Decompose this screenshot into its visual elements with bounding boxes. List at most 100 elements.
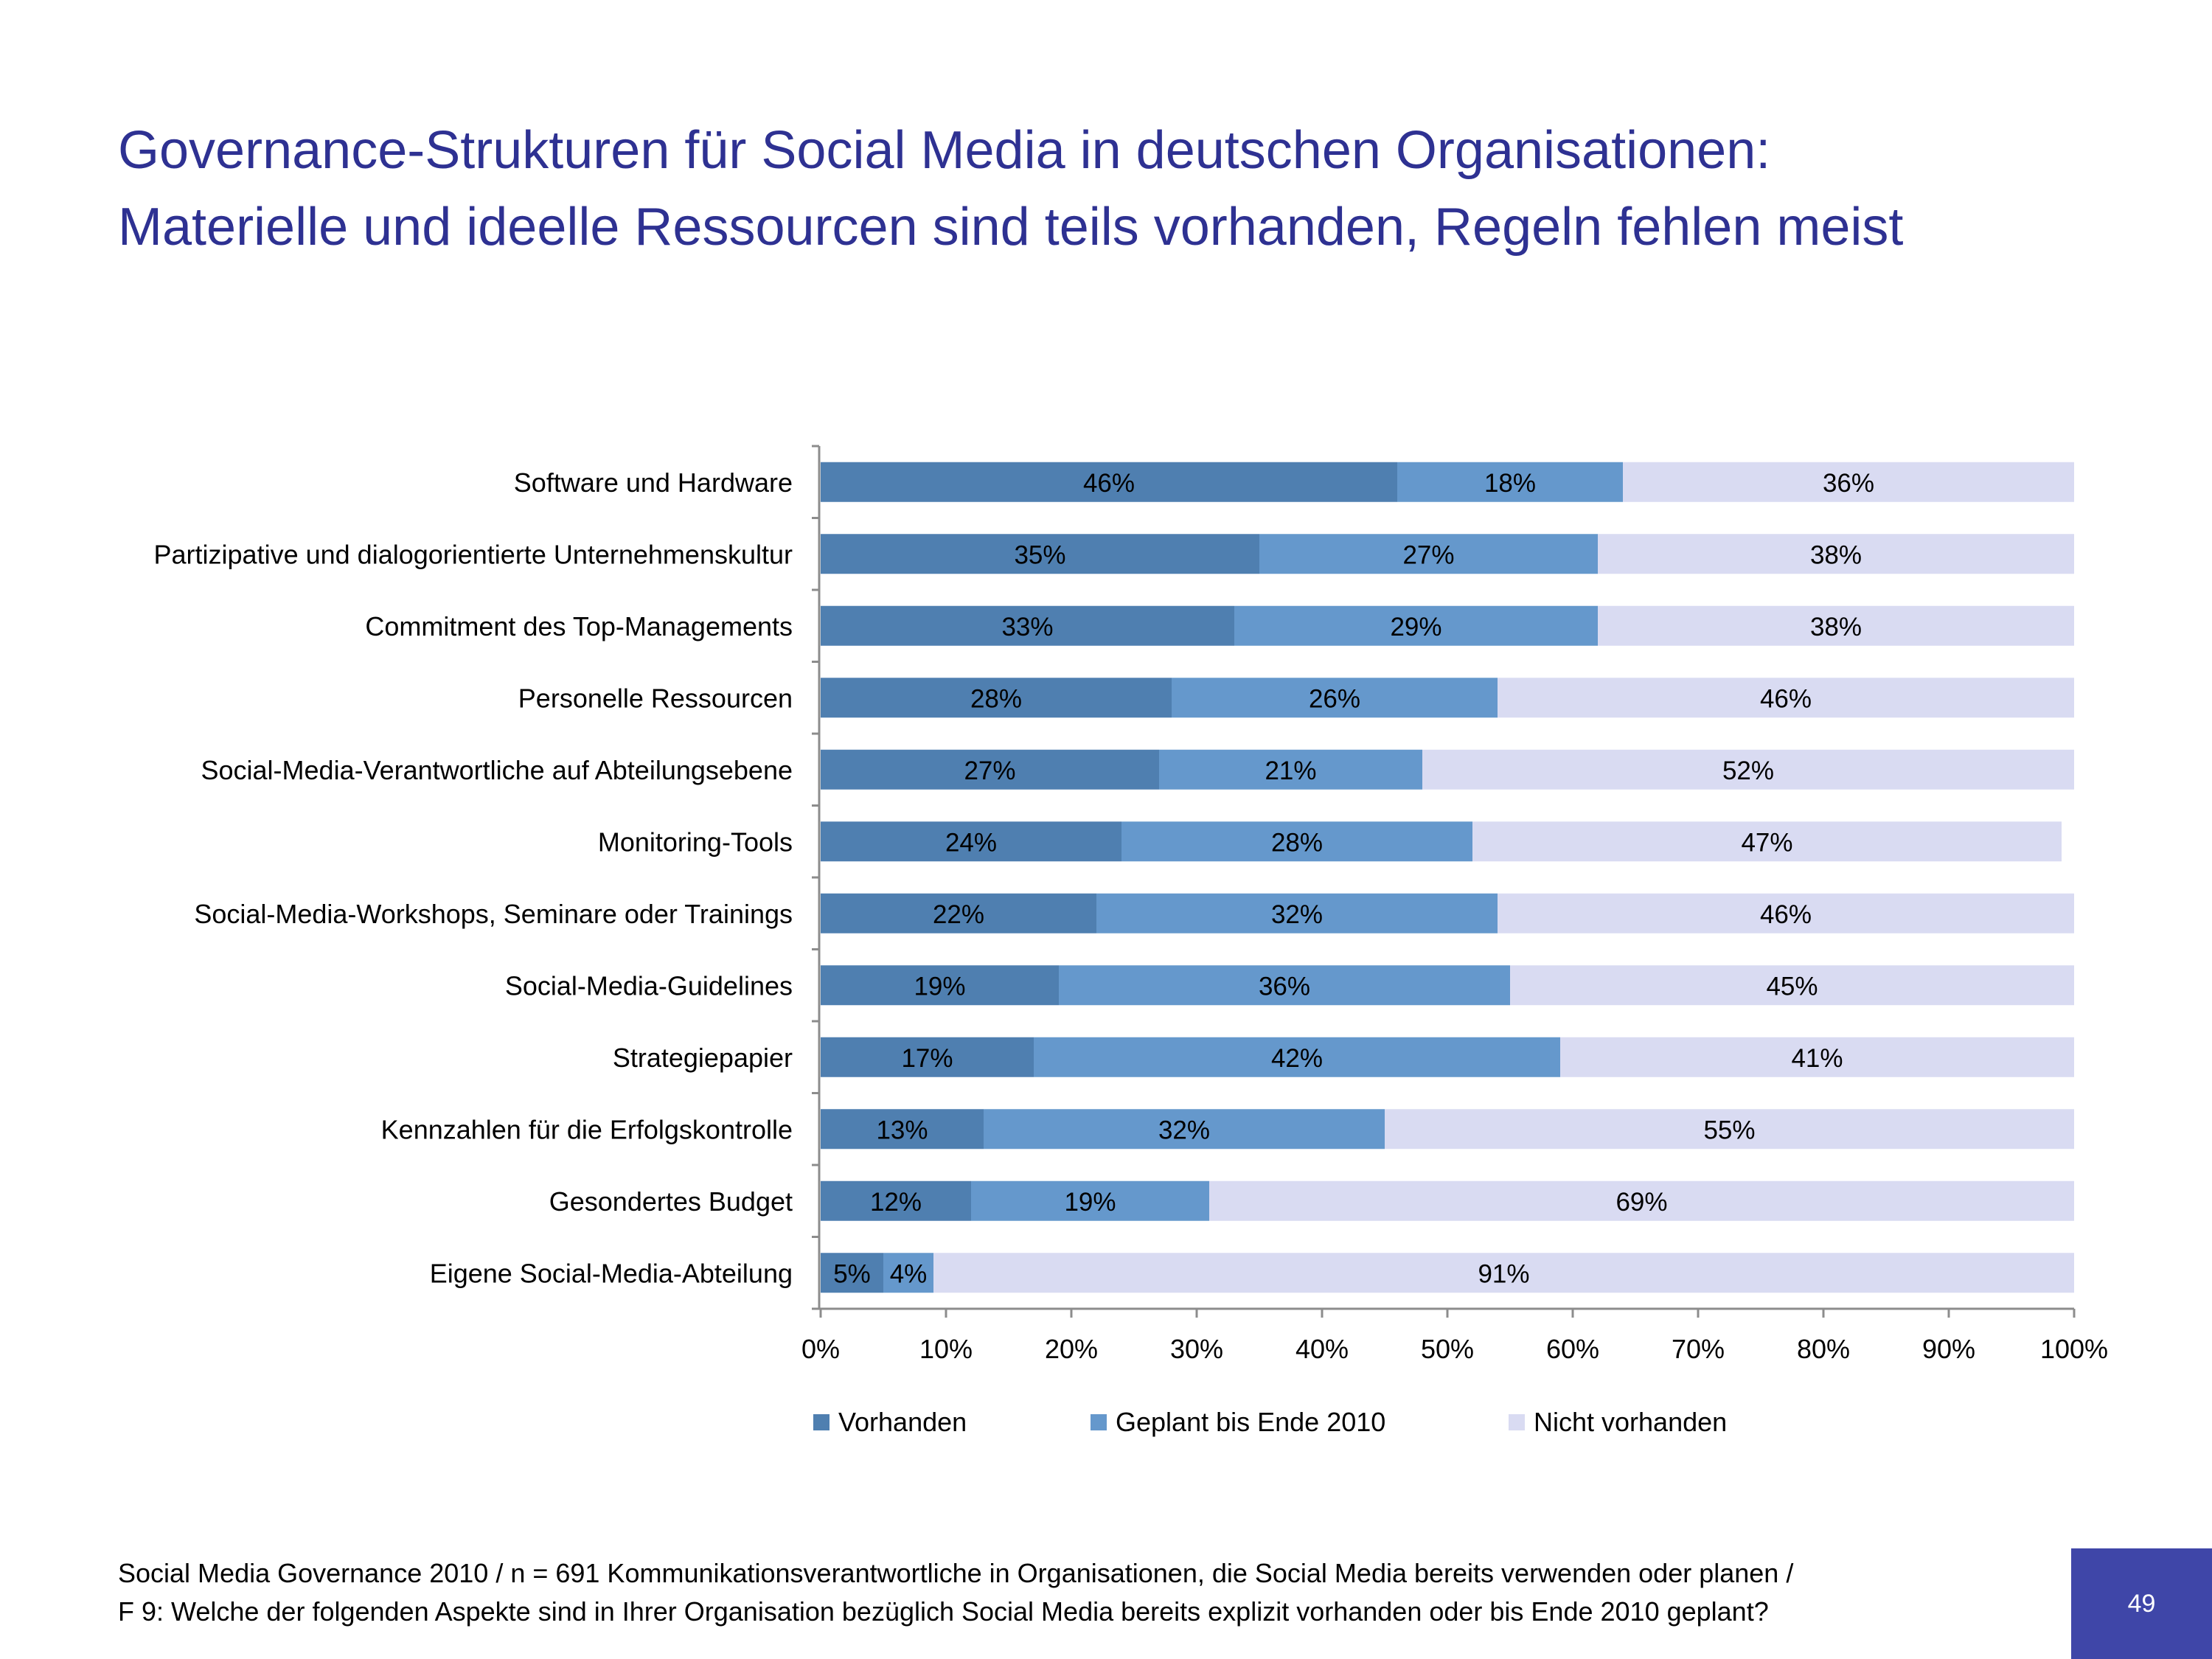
bar-segment — [1498, 678, 2074, 718]
data-label: 46% — [1760, 900, 1812, 929]
x-tick-label: 10% — [919, 1334, 973, 1364]
data-label: 42% — [1271, 1044, 1323, 1073]
footer-line-1: Social Media Governance 2010 / n = 691 K… — [118, 1558, 1794, 1588]
data-label: 35% — [1014, 540, 1065, 569]
data-label: 5% — [833, 1259, 871, 1288]
x-tick-label: 100% — [2040, 1334, 2108, 1364]
legend-item: Vorhanden — [813, 1407, 967, 1438]
bar-segment — [1598, 605, 2074, 646]
data-label: 41% — [1791, 1044, 1843, 1073]
bar-segment — [1560, 1037, 2074, 1077]
data-label: 12% — [870, 1188, 922, 1217]
bar-segment — [1510, 965, 2074, 1006]
bar-segment — [1059, 965, 1510, 1006]
category-label: Social-Media-Workshops, Seminare oder Tr… — [194, 899, 793, 929]
category-label: Monitoring-Tools — [598, 827, 793, 857]
x-tick-label: 20% — [1045, 1334, 1098, 1364]
data-label: 13% — [876, 1116, 928, 1144]
data-label: 22% — [933, 900, 984, 929]
category-label: Commitment des Top-Managements — [365, 611, 793, 641]
x-tick-label: 40% — [1295, 1334, 1349, 1364]
data-label: 38% — [1810, 540, 1862, 569]
legend-label: Geplant bis Ende 2010 — [1116, 1407, 1386, 1437]
bar-segment — [821, 462, 1397, 502]
data-label: 55% — [1703, 1116, 1755, 1144]
bar-segment — [821, 893, 1096, 933]
data-label: 19% — [1064, 1188, 1116, 1217]
data-label: 91% — [1478, 1259, 1529, 1288]
category-label: Social-Media-Guidelines — [505, 970, 793, 1001]
bar-segment — [1422, 749, 2074, 790]
data-label: 33% — [1001, 613, 1053, 641]
page-number-badge: 49 — [2071, 1548, 2212, 1659]
data-label: 47% — [1741, 828, 1792, 857]
data-label: 29% — [1390, 613, 1441, 641]
data-label: 18% — [1484, 469, 1536, 498]
data-label: 21% — [1265, 757, 1316, 785]
data-label: 24% — [945, 828, 997, 857]
bar-segment — [821, 678, 1172, 718]
title-line-1: Governance-Strukturen für Social Media i… — [118, 121, 1771, 180]
bar-segment — [1096, 893, 1498, 933]
legend-item: Nicht vorhanden — [1509, 1407, 1727, 1438]
bar-segment — [1259, 534, 1598, 574]
data-label: 38% — [1810, 613, 1862, 641]
legend-label: Nicht vorhanden — [1534, 1407, 1728, 1437]
data-label: 69% — [1615, 1188, 1667, 1217]
bar-segment — [1623, 462, 2074, 502]
x-tick-label: 70% — [1672, 1334, 1725, 1364]
category-label: Personelle Ressourcen — [518, 683, 793, 713]
data-label: 27% — [1402, 540, 1454, 569]
data-label: 17% — [901, 1044, 953, 1073]
bar-segment — [821, 1253, 883, 1293]
bar-segment — [821, 965, 1059, 1006]
x-tick-label: 90% — [1922, 1334, 1975, 1364]
bar-segment — [933, 1253, 2074, 1293]
x-tick-label: 60% — [1546, 1334, 1599, 1364]
title-line-2: Materielle und ideelle Ressourcen sind t… — [118, 198, 1904, 257]
category-label: Kennzahlen für die Erfolgskontrolle — [381, 1114, 793, 1144]
bar-segment — [1472, 821, 2062, 862]
bar-segment — [1172, 678, 1498, 718]
footer-note: Social Media Governance 2010 / n = 691 K… — [118, 1554, 2035, 1631]
bar-segment — [1234, 605, 1598, 646]
bar-segment — [821, 534, 1259, 574]
bar-segment — [821, 1180, 971, 1221]
category-label: Strategiepapier — [613, 1043, 793, 1073]
category-label: Gesondertes Budget — [549, 1186, 793, 1217]
bar-segment — [821, 821, 1121, 862]
data-label: 36% — [1259, 972, 1310, 1001]
bar-segment — [821, 749, 1159, 790]
category-label: Social-Media-Verantwortliche auf Abteilu… — [201, 755, 793, 785]
slide-title: Governance-Strukturen für Social Media i… — [118, 112, 2183, 265]
bar-segment — [821, 1037, 1034, 1077]
category-label: Software und Hardware — [514, 467, 793, 498]
x-tick-label: 50% — [1421, 1334, 1474, 1364]
bar-segment — [1598, 534, 2074, 574]
category-label: Eigene Social-Media-Abteilung — [430, 1258, 793, 1288]
x-tick-label: 30% — [1170, 1334, 1223, 1364]
legend-item: Geplant bis Ende 2010 — [1091, 1407, 1385, 1438]
data-label: 52% — [1722, 757, 1774, 785]
bar-segment — [1397, 462, 1623, 502]
data-label: 32% — [1271, 900, 1323, 929]
legend-swatch — [1509, 1414, 1525, 1430]
bar-segment — [821, 605, 1234, 646]
stacked-bar-chart: Software und Hardware 46% 18% 36% Partizipat… — [154, 445, 2108, 1364]
data-label: 27% — [964, 757, 1015, 785]
bar-segment — [1209, 1180, 2074, 1221]
data-label: 36% — [1823, 469, 1874, 498]
bar-segment — [1034, 1037, 1560, 1077]
bar-segment — [821, 1109, 984, 1150]
legend-swatch — [1091, 1414, 1107, 1430]
bar-segment — [1498, 893, 2074, 933]
data-label: 28% — [970, 684, 1022, 713]
bar-segment — [1159, 749, 1422, 790]
data-label: 46% — [1083, 469, 1135, 498]
data-label: 26% — [1309, 684, 1360, 713]
bar-segment — [1385, 1109, 2074, 1150]
bar-segment — [971, 1180, 1209, 1221]
legend-swatch — [813, 1414, 830, 1430]
data-label: 32% — [1158, 1116, 1210, 1144]
data-label: 46% — [1760, 684, 1812, 713]
